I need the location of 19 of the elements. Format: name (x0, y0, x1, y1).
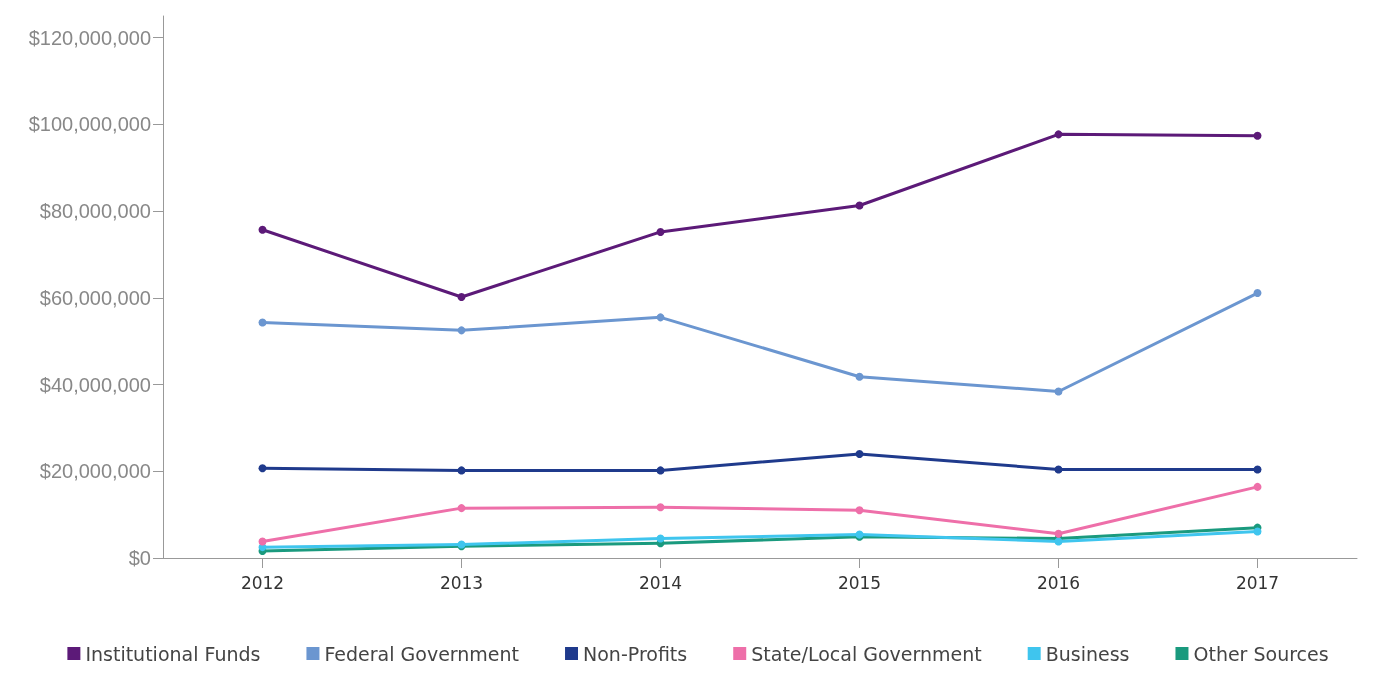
legend-label: Other Sources (1193, 642, 1329, 665)
y-tick-label: $120,000,000 (28, 26, 151, 49)
legend-label: State/Local Government (751, 642, 982, 665)
x-tick-label: 2015 (837, 572, 882, 593)
y-tick-label: $100,000,000 (28, 113, 151, 136)
x-tick-label: 2014 (638, 572, 683, 593)
x-tick-label: 2013 (439, 572, 484, 593)
x-tick-label: 2012 (240, 572, 285, 593)
legend-label: Business (1045, 642, 1130, 665)
y-tick-label: $40,000,000 (39, 373, 151, 396)
legend-label: Non-Profits (583, 642, 688, 665)
x-tick-label: 2017 (1235, 572, 1280, 593)
y-tick-label: $0 (128, 547, 151, 569)
y-tick-label: $60,000,000 (39, 286, 151, 309)
y-tick-label: $80,000,000 (39, 200, 151, 223)
x-tick-label: 2016 (1036, 572, 1081, 593)
legend-label: Federal Government (324, 642, 520, 665)
y-tick-label: $20,000,000 (39, 460, 151, 483)
legend-label: Institutional Funds (85, 642, 261, 665)
